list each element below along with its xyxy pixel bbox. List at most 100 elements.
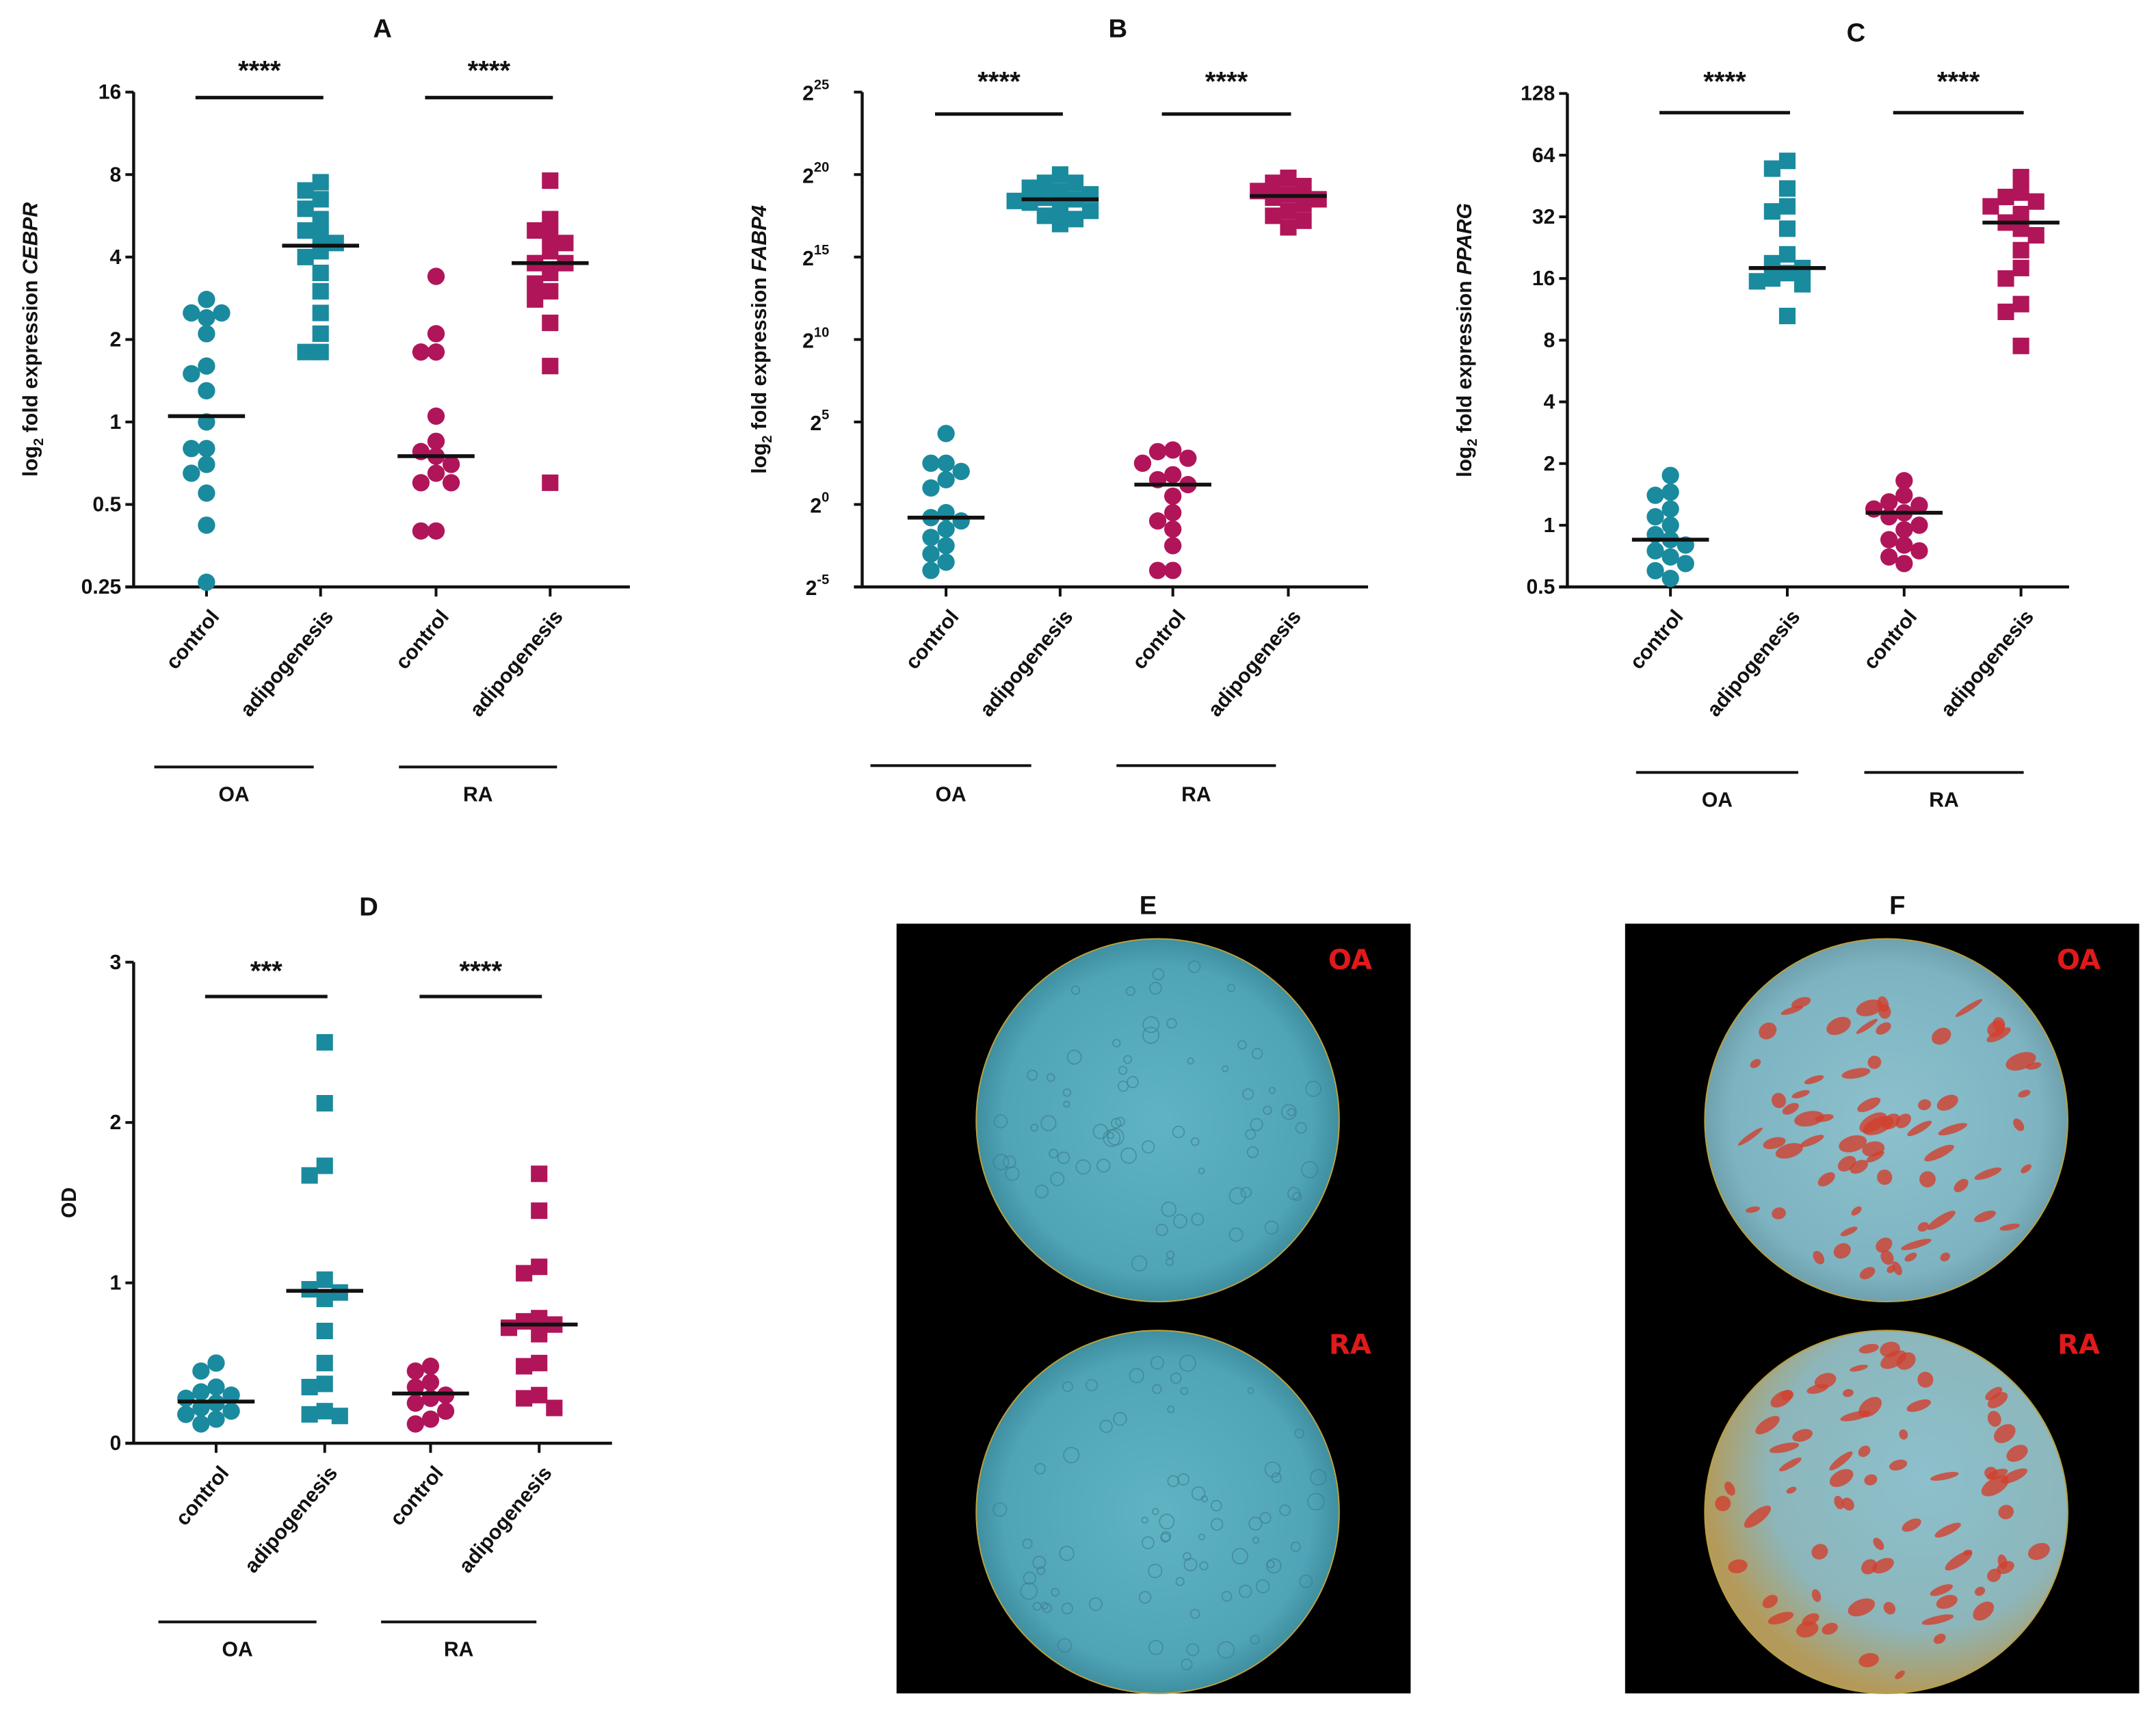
data-point [1006,192,1023,209]
data-point [1778,307,1796,325]
data-point [2027,193,2045,210]
y-label-gene: PPARG [1454,203,1476,275]
data-point [312,191,329,208]
lipid-droplet [1791,997,1811,1009]
cell [1113,1412,1127,1426]
cell [1263,1105,1272,1116]
data-point [500,1319,518,1336]
data-point [312,325,329,342]
data-point [1164,520,1182,538]
series-oa-adipogenesis [282,174,359,360]
data-point [198,516,215,534]
lipid-droplet [2006,1445,2028,1462]
cell [1310,1468,1327,1486]
y-axis-label: log2 fold expression CEBPR [20,202,47,477]
lipid-droplet [1817,1172,1835,1187]
lipid-droplet [1826,1016,1851,1036]
cell [1061,1603,1073,1615]
data-point [427,407,445,425]
data-point [1997,188,2014,206]
cell [1250,1635,1260,1645]
data-point [1265,207,1282,224]
series-ra-control [392,1357,469,1433]
lipid-droplet [1936,1594,1958,1609]
lipid-droplet [1822,1622,1838,1635]
cell [1290,1541,1301,1552]
data-point [183,365,200,383]
series-oa-adipogenesis [286,1033,363,1425]
cell [1131,1255,1148,1271]
lipid-droplet [1899,1429,1908,1440]
group-label: RA [1929,789,1959,812]
lipid-droplet [1786,1486,1797,1494]
lipid-droplet [1804,1075,1824,1085]
data-point [1646,486,1664,504]
cell [1307,1492,1325,1511]
data-point [436,1402,455,1420]
cell [1173,1214,1187,1228]
y-tick-exponent: -5 [817,572,829,588]
cell [1247,1387,1254,1395]
lipid-droplet [1895,1113,1911,1129]
cell [1092,1124,1109,1139]
data-point [406,1362,425,1380]
lipid-droplet [2021,1164,2032,1174]
data-point [1164,487,1182,505]
data-point [1280,169,1297,187]
data-point [213,304,231,322]
cell [1242,1088,1254,1100]
data-point [937,425,955,443]
data-point [531,1386,548,1403]
lipid-droplet [1987,1410,2001,1427]
data-point [2012,295,2029,313]
data-point [937,454,955,472]
cell [1179,1354,1196,1372]
data-point [1661,483,1679,501]
lipid-droplet [1878,1004,1891,1019]
lipid-droplet [1842,1388,1854,1397]
cell [1046,1073,1055,1082]
y-tick-exponent: 20 [814,160,829,175]
cell [1020,1582,1038,1600]
y-tick-label: 8 [110,163,122,186]
data-point [427,464,445,482]
significance-stars: **** [1937,66,1980,97]
micrograph-field [975,938,1340,1303]
y-tick-exponent: 0 [821,490,829,505]
cell [1227,984,1236,992]
y-label-subscript: 2 [1465,438,1480,446]
cell [1280,1104,1297,1120]
lipid-droplet [1834,1495,1844,1509]
data-point [1778,246,1796,263]
series-oa-adipogenesis [1748,153,1826,325]
cell [1152,1507,1159,1516]
cell [1152,1384,1162,1395]
data-point [1910,542,1928,560]
cell [1066,1049,1082,1065]
panel-title: B [1108,14,1127,43]
data-point [192,1383,210,1401]
y-tick-base: 2 [802,330,814,352]
lipid-droplet [1877,1169,1893,1185]
lipid-droplet [1794,1111,1824,1127]
significance-stars: **** [1205,66,1248,97]
y-tick-label: 1 [110,411,122,434]
lipid-droplet [1746,1206,1760,1213]
cell [1125,986,1135,997]
data-point [301,1406,318,1423]
data-point [542,243,559,260]
data-point [937,537,955,555]
data-point [1763,160,1780,177]
y-tick-exponent: 15 [814,243,829,258]
data-point [1066,174,1084,192]
data-point [1310,191,1327,208]
lipid-droplet [1759,1022,1777,1040]
lipid-droplet [1876,1022,1891,1035]
lipid-droplet [1767,1611,1794,1625]
data-point [527,222,544,239]
lipid-droplet [1886,1265,1895,1274]
cell [1292,1191,1302,1201]
group-label: OA [1702,789,1733,812]
y-label-subscript: 2 [760,435,775,443]
